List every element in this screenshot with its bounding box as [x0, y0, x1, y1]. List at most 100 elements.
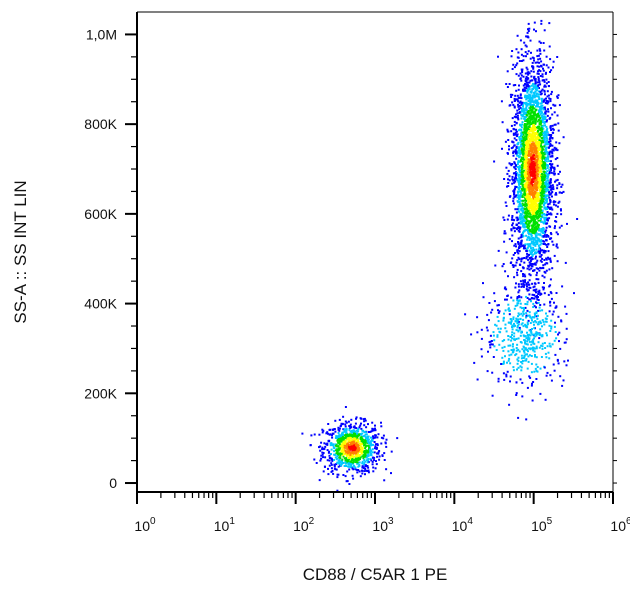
event-dot	[513, 181, 516, 184]
event-dot	[512, 132, 515, 135]
event-dot	[533, 285, 536, 288]
event-dot	[534, 243, 537, 246]
event-dot	[500, 100, 503, 103]
event-dot	[516, 114, 519, 117]
event-dot	[535, 345, 538, 348]
event-dot	[353, 448, 356, 451]
event-dot	[501, 346, 504, 349]
event-dot	[550, 167, 552, 170]
event-dot	[539, 70, 542, 73]
event-dot	[543, 220, 546, 223]
event-dot	[524, 139, 527, 142]
event-dot	[517, 329, 520, 332]
event-dot	[516, 150, 519, 153]
event-dot	[519, 149, 522, 152]
event-dot	[538, 255, 541, 258]
event-dot	[513, 332, 516, 335]
event-dot	[550, 237, 553, 240]
event-dot	[525, 103, 528, 105]
event-dot	[513, 120, 516, 123]
event-dot	[521, 220, 524, 223]
event-dot	[525, 315, 528, 318]
event-dot	[526, 331, 528, 334]
event-dot	[545, 172, 547, 174]
event-dot	[355, 440, 358, 443]
event-dot	[542, 63, 545, 66]
event-dot	[533, 77, 536, 80]
event-dot	[545, 158, 548, 160]
event-dot	[531, 179, 534, 182]
event-dot	[521, 69, 524, 72]
event-dot	[542, 243, 545, 245]
event-dot	[549, 259, 552, 262]
event-dot	[360, 422, 362, 425]
event-dot	[364, 465, 367, 468]
event-dot	[533, 342, 536, 345]
event-dot	[510, 147, 513, 150]
event-dot	[542, 235, 545, 238]
event-dot	[538, 309, 541, 312]
event-dot	[515, 145, 518, 148]
event-dot	[530, 384, 533, 387]
event-dot	[497, 55, 499, 58]
event-dot	[525, 90, 528, 93]
event-dot	[534, 101, 537, 104]
event-dot	[517, 252, 520, 255]
event-dot	[519, 152, 522, 155]
event-dot	[513, 193, 515, 196]
event-dot	[507, 214, 510, 217]
event-dot	[336, 452, 339, 455]
event-dot	[525, 35, 528, 38]
event-dot	[545, 160, 548, 163]
event-dot	[535, 261, 538, 264]
event-dot	[517, 359, 520, 362]
event-dot	[517, 100, 520, 103]
event-dot	[542, 191, 545, 194]
event-dot	[529, 123, 532, 126]
event-dot	[537, 179, 540, 181]
event-dot	[330, 453, 332, 455]
event-dot	[526, 91, 529, 94]
event-dot	[516, 135, 518, 138]
event-dot	[526, 386, 529, 389]
event-dot	[536, 132, 539, 135]
event-dot	[517, 243, 520, 246]
event-dot	[540, 228, 543, 230]
event-dot	[345, 421, 348, 424]
event-dot	[516, 299, 519, 302]
event-dot	[529, 105, 532, 108]
event-dot	[527, 160, 530, 163]
event-dot	[504, 327, 507, 330]
event-dot	[524, 244, 526, 247]
event-dot	[515, 98, 518, 101]
event-dot	[511, 324, 514, 327]
event-dot	[532, 66, 535, 69]
event-dot	[533, 147, 536, 150]
event-dot	[535, 92, 538, 95]
event-dot	[539, 148, 542, 151]
event-dot	[536, 210, 539, 213]
event-dot	[533, 113, 536, 116]
event-dot	[538, 127, 541, 130]
event-dot	[340, 452, 343, 455]
event-dot	[532, 83, 535, 86]
y-tick-label: 1,0M	[86, 26, 117, 42]
event-dot	[359, 424, 362, 427]
event-dot	[533, 107, 536, 110]
event-dot	[516, 116, 519, 119]
event-dot	[521, 181, 524, 184]
event-dot	[543, 218, 546, 221]
event-dot	[523, 108, 526, 111]
event-dot	[552, 66, 554, 69]
event-dot	[520, 312, 523, 315]
event-dot	[357, 446, 359, 449]
event-dot	[313, 433, 316, 436]
event-dot	[526, 180, 529, 183]
event-dot	[520, 158, 523, 161]
event-dot	[382, 437, 385, 440]
event-dot	[526, 128, 528, 131]
event-dot	[541, 126, 544, 128]
event-dot	[349, 436, 352, 439]
event-dot	[532, 191, 535, 194]
